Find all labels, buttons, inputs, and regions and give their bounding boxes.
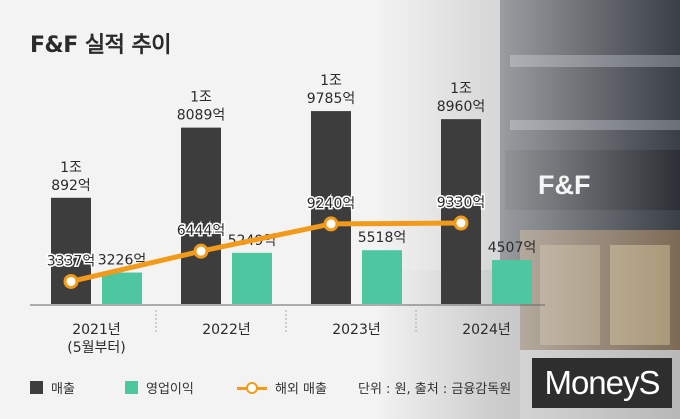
overseas-data-label: 3337억 — [47, 253, 96, 269]
overseas-line — [70, 220, 462, 284]
overseas-data-label: 6444억 — [177, 223, 226, 239]
operating-profit-data-label: 5518억 — [358, 230, 407, 246]
revenue-bar — [441, 119, 481, 304]
category-tick-label: 2024년 — [462, 322, 511, 338]
category-tick-label: 2022년 — [202, 322, 251, 338]
revenue-data-label: 1조 9785억 — [307, 73, 356, 107]
legend-revenue: 매출 — [30, 378, 75, 397]
category-tick-label: 2023년 — [332, 322, 381, 338]
overseas-data-label: 9330억 — [437, 195, 486, 211]
revenue-swatch — [30, 381, 43, 394]
overseas-point — [323, 216, 339, 232]
revenue-bar — [181, 127, 221, 304]
operating-profit-bar — [102, 272, 142, 304]
operating-profit-bar — [362, 250, 402, 304]
overseas-point — [453, 215, 469, 231]
brand-logo: MoneyS — [532, 358, 672, 408]
legend-label-operating-profit: 영업이익 — [146, 382, 194, 397]
overseas-point — [193, 243, 209, 259]
source-note: 단위 : 원, 출처 : 금융감독원 — [358, 382, 512, 397]
revenue-bar — [311, 111, 351, 304]
chart-title: F&F 실적 추이 — [30, 33, 172, 58]
operating-profit-data-label: 4507억 — [488, 240, 537, 256]
operating-profit-bar — [492, 260, 532, 304]
legend-overseas: 해외 매출 — [237, 378, 327, 397]
operating-profit-swatch — [125, 381, 138, 394]
revenue-data-label: 1조 892억 — [51, 160, 91, 194]
overseas-line-swatch — [237, 381, 267, 394]
building-sign: F&F — [538, 170, 591, 200]
legend-label-revenue: 매출 — [51, 382, 75, 397]
category-tick-label: 2021년 (5월부터) — [67, 322, 125, 356]
overseas-data-label: 9240억 — [307, 196, 356, 212]
legend-operating-profit: 영업이익 — [125, 378, 194, 397]
overseas-point — [63, 273, 79, 289]
legend-label-overseas: 해외 매출 — [275, 382, 327, 397]
revenue-data-label: 1조 8960억 — [437, 81, 486, 115]
revenue-data-label: 1조 8089억 — [177, 90, 226, 124]
operating-profit-bar — [232, 252, 272, 304]
